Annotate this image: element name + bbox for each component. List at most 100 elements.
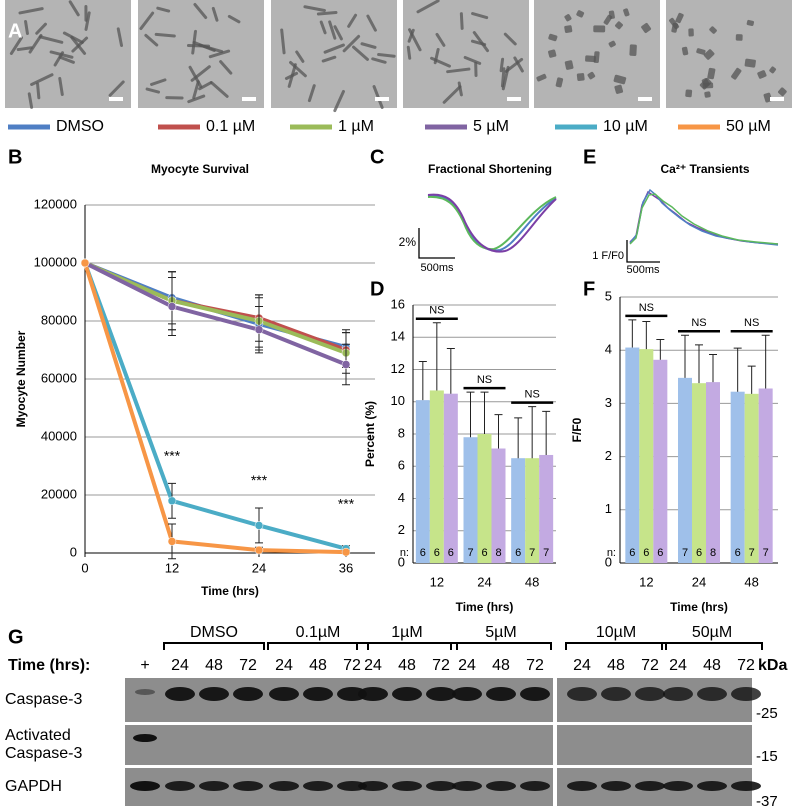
point <box>167 537 177 546</box>
bar <box>491 448 506 563</box>
bar <box>525 458 540 563</box>
trace <box>629 188 779 246</box>
bar <box>744 393 759 563</box>
cell <box>377 53 396 58</box>
band <box>337 781 367 791</box>
cell <box>501 65 510 91</box>
cell <box>407 28 415 43</box>
error-bar <box>494 414 503 449</box>
time-value: 72 <box>343 657 361 674</box>
cell <box>16 46 33 52</box>
cell <box>614 84 624 94</box>
cell <box>71 36 89 53</box>
point <box>254 521 264 530</box>
band <box>358 781 388 791</box>
y-tick-label: 5 <box>605 288 612 303</box>
legend-label: 0.1 µM <box>206 118 255 135</box>
error-bar <box>514 417 523 459</box>
bar <box>539 454 554 563</box>
point <box>341 360 351 369</box>
bar <box>678 377 692 563</box>
point <box>254 545 264 555</box>
time-value: 72 <box>737 657 755 674</box>
kda-marker: -25 <box>756 705 778 722</box>
band <box>635 781 665 791</box>
bar <box>758 388 773 563</box>
error-bar <box>642 320 651 350</box>
cell <box>62 31 84 44</box>
cell <box>58 55 75 64</box>
time-value: 48 <box>309 657 327 674</box>
band <box>303 781 333 791</box>
cell <box>342 34 361 53</box>
cell <box>587 71 596 80</box>
scale-bar <box>638 97 652 101</box>
cell <box>187 94 206 104</box>
error-bar <box>528 406 537 459</box>
x-tick-label: 24 <box>252 560 266 575</box>
significance: NS <box>639 302 654 314</box>
cell <box>499 57 505 73</box>
y-tick-label: 3 <box>605 395 612 410</box>
band <box>601 687 631 701</box>
cell <box>406 45 412 60</box>
significance: NS <box>429 305 444 317</box>
n-value: 6 <box>481 547 487 559</box>
kda-label: kDa <box>758 657 787 674</box>
band <box>303 687 333 701</box>
cell <box>84 11 91 31</box>
y-tick-label: 2 <box>605 448 612 463</box>
cell <box>208 49 231 59</box>
cell <box>27 92 34 109</box>
band <box>392 781 422 791</box>
scale-x-label: 500ms <box>626 264 660 276</box>
cell <box>347 13 358 28</box>
scale-bar <box>242 97 256 101</box>
n-value: 7 <box>529 547 535 559</box>
y-axis-label: Percent (%) <box>363 401 377 467</box>
blot-strip <box>125 678 553 722</box>
band <box>731 687 761 701</box>
bar <box>706 382 720 563</box>
cell <box>295 50 305 63</box>
scale-bar <box>770 97 784 101</box>
scale-x-label: 500ms <box>420 262 454 274</box>
n-value: 6 <box>735 547 741 559</box>
band <box>199 781 229 791</box>
cell <box>165 96 184 100</box>
n-label: n: <box>400 547 409 559</box>
scale-y-label: 2% <box>399 235 417 249</box>
trace <box>629 193 779 245</box>
legend-label: 10 µM <box>603 118 648 135</box>
x-tick-label: 24 <box>692 574 706 589</box>
cell <box>193 3 208 19</box>
cell <box>472 31 489 53</box>
x-tick-label: 48 <box>525 574 539 589</box>
cell <box>671 22 678 33</box>
y-tick-label: 10 <box>391 393 405 408</box>
group-bracket <box>163 642 265 650</box>
error-bar <box>761 334 770 389</box>
bar <box>625 347 640 563</box>
panel-title: Ca²⁺ Transients <box>660 162 749 176</box>
cell <box>211 6 219 22</box>
cell <box>615 21 623 30</box>
cell <box>38 35 64 44</box>
time-value: 72 <box>526 657 544 674</box>
n-label: n: <box>607 547 616 559</box>
group-bracket <box>356 642 458 650</box>
panel-title: Fractional Shortening <box>428 162 552 176</box>
point <box>254 325 264 334</box>
scale-bar <box>507 97 521 101</box>
cell <box>366 14 377 32</box>
cell <box>778 87 787 97</box>
kda-marker: -37 <box>756 793 778 810</box>
x-tick-label: 24 <box>477 574 491 589</box>
micrograph <box>403 0 529 108</box>
kda-marker: -15 <box>756 748 778 765</box>
n-value: 8 <box>710 547 716 559</box>
point <box>80 258 90 268</box>
trace <box>629 190 779 245</box>
fs-traces <box>418 193 557 259</box>
significance: *** <box>251 472 268 488</box>
